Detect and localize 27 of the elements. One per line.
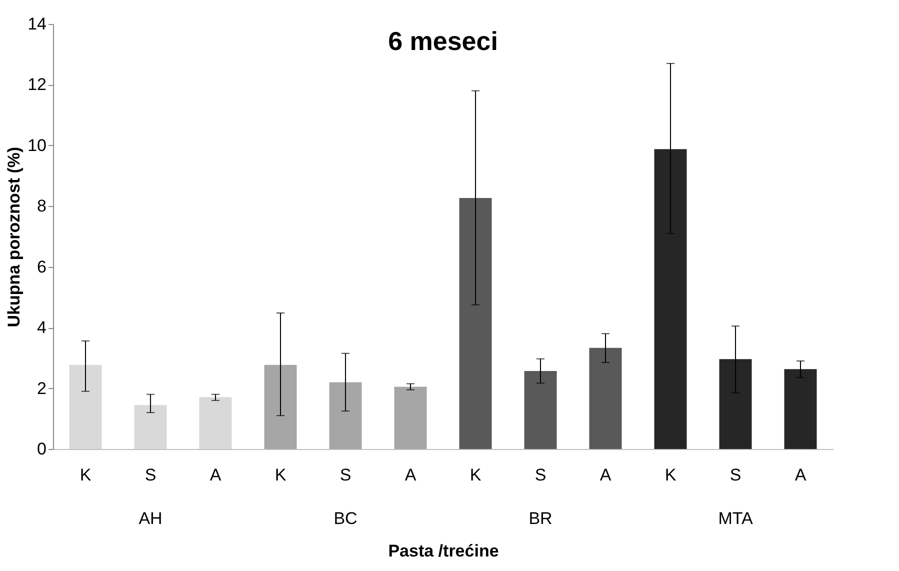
text: AH (138, 509, 162, 528)
x-tick-label: A (210, 466, 222, 484)
x-tick-label: S (730, 466, 742, 484)
y-tick-label: 6 (37, 257, 46, 276)
text: MTA (718, 509, 754, 528)
y-axis-title: Ukupna poroznost (%) (4, 146, 24, 328)
text: BC (334, 509, 358, 528)
x-tick-label: A (404, 466, 417, 484)
text: BR (528, 509, 552, 528)
y-tick-label: 10 (28, 136, 46, 155)
y-tick-label: 14 (28, 14, 46, 34)
x-tick-label: K (470, 466, 482, 484)
x-tick-label: K (274, 466, 287, 484)
x-tick-label: K (664, 466, 677, 484)
y-tick-label: 8 (37, 196, 46, 216)
y-tick-label: 4 (37, 318, 46, 338)
y-tick-label: 12 (28, 75, 46, 94)
y-tick-label: 0 (37, 440, 46, 458)
x-tick-label: S (534, 466, 546, 484)
x-tick-label: A (600, 466, 612, 484)
x-tick-label: S (340, 466, 352, 484)
x-axis-title: Pasta /trećine (388, 542, 499, 560)
x-tick-label: A (794, 466, 807, 484)
y-tick-label: 2 (37, 378, 46, 398)
chart-title: 6 meseci (388, 26, 498, 56)
x-tick-label: S (144, 466, 156, 484)
x-tick-label: K (80, 466, 92, 484)
